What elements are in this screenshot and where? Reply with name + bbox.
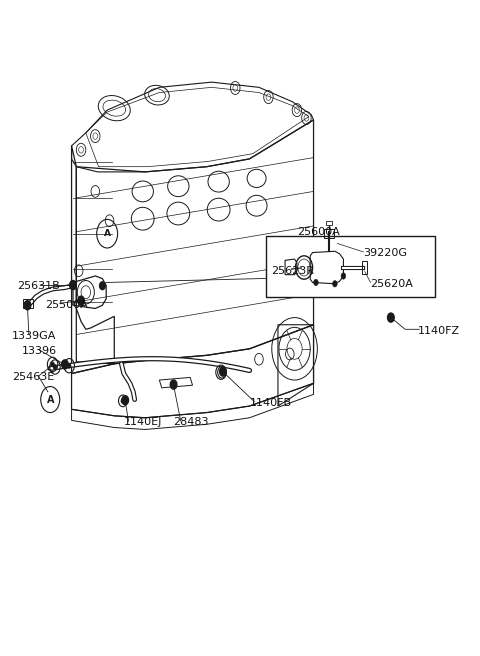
Circle shape	[99, 282, 105, 289]
Text: 13396: 13396	[22, 346, 57, 356]
Text: 1140FZ: 1140FZ	[418, 326, 460, 337]
Circle shape	[122, 396, 129, 405]
Text: 1140FB: 1140FB	[250, 398, 292, 408]
Circle shape	[218, 367, 226, 378]
Circle shape	[53, 365, 57, 369]
Circle shape	[78, 296, 84, 305]
Circle shape	[313, 279, 318, 286]
Text: A: A	[104, 229, 111, 238]
Circle shape	[387, 313, 394, 322]
Circle shape	[119, 395, 127, 407]
Text: 1339GA: 1339GA	[12, 331, 57, 341]
Circle shape	[61, 360, 68, 369]
Circle shape	[333, 281, 337, 287]
Circle shape	[24, 300, 31, 310]
Text: 1140EJ: 1140EJ	[124, 417, 162, 427]
Bar	[23, 298, 33, 308]
Circle shape	[219, 369, 223, 375]
Circle shape	[341, 273, 346, 279]
Circle shape	[170, 380, 177, 389]
Circle shape	[220, 369, 224, 375]
Circle shape	[51, 362, 55, 367]
Text: A: A	[47, 394, 54, 405]
Text: 25463E: 25463E	[12, 372, 55, 382]
Bar	[326, 221, 332, 225]
Text: 25623R: 25623R	[271, 266, 314, 276]
Circle shape	[121, 398, 125, 403]
Text: 25500A: 25500A	[46, 300, 88, 310]
Bar	[266, 236, 434, 297]
Circle shape	[70, 281, 76, 289]
Text: 25631B: 25631B	[17, 281, 60, 291]
Text: 25600A: 25600A	[297, 227, 340, 237]
Text: 25620A: 25620A	[371, 279, 413, 289]
Circle shape	[219, 367, 226, 376]
Text: 28483: 28483	[174, 417, 209, 427]
Bar	[324, 229, 334, 238]
Circle shape	[67, 363, 71, 368]
Text: 39220G: 39220G	[363, 247, 408, 258]
